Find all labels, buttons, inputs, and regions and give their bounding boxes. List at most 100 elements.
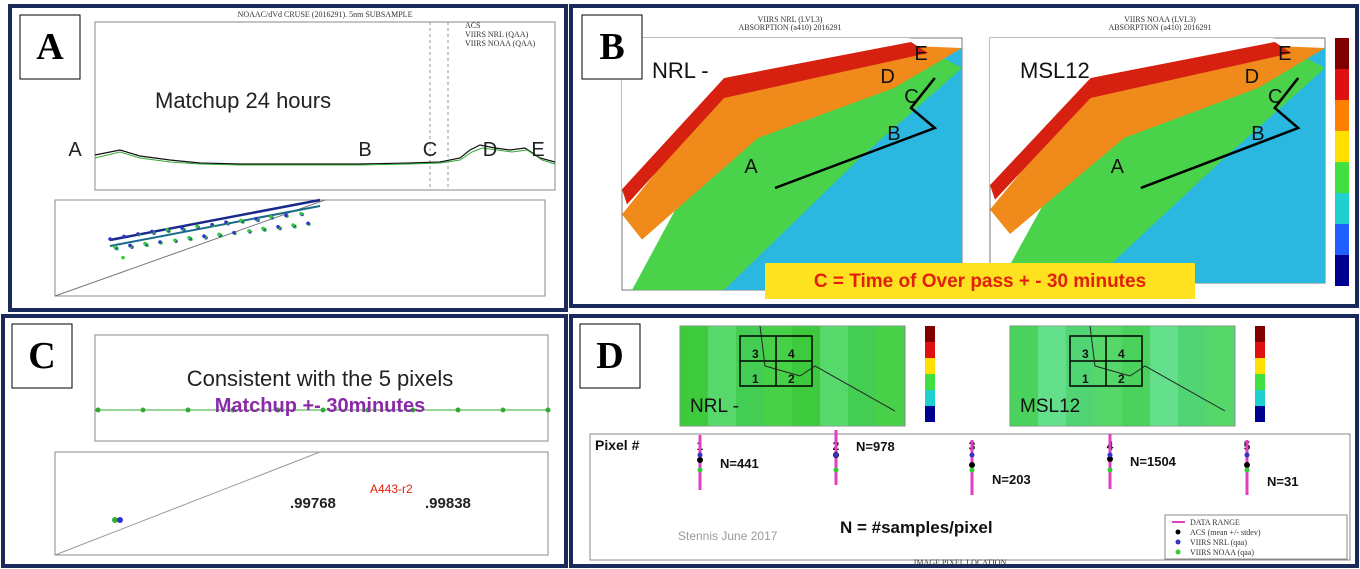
map-title: VIIRS NOAA (LVL3) xyxy=(1124,15,1196,24)
map-cell xyxy=(1122,366,1150,386)
colorbar-segment xyxy=(1255,406,1265,422)
point xyxy=(150,229,154,234)
map-cell xyxy=(680,326,708,346)
one-to-one xyxy=(54,451,321,556)
point xyxy=(254,216,258,221)
banner-text: C = Time of Over pass + - 30 minutes xyxy=(814,271,1146,292)
panel-b: VIIRS NRL (LVL3) ABSORPTION (a410) 20162… xyxy=(621,15,1349,291)
coast xyxy=(990,46,1325,234)
point xyxy=(365,407,371,413)
track-point: E xyxy=(914,43,927,65)
map-cell xyxy=(764,406,792,426)
plot-frame xyxy=(94,21,556,191)
map-cell xyxy=(820,326,848,346)
point xyxy=(143,241,147,246)
track-point: B xyxy=(1251,123,1264,145)
colorbar-segment xyxy=(1335,162,1349,193)
map-cell xyxy=(848,386,876,406)
map-cell xyxy=(708,326,736,346)
pixel-id: 1 xyxy=(1082,372,1089,386)
map-cell xyxy=(848,406,876,426)
map-cell xyxy=(1178,346,1206,366)
noaa xyxy=(1244,467,1250,473)
map-cell xyxy=(1122,346,1150,366)
colorbar-segment xyxy=(1255,390,1265,406)
map-cell xyxy=(680,386,708,406)
map-cell xyxy=(1094,406,1122,426)
map-cell xyxy=(680,366,708,386)
colorbar-segment xyxy=(1335,69,1349,100)
land xyxy=(990,38,1275,185)
map-cell xyxy=(1150,346,1178,366)
plot-frame xyxy=(589,433,1351,561)
legend-item: VIIRS NRL (QAA) xyxy=(465,30,529,39)
acs-mean xyxy=(1244,462,1250,468)
colorbar-segment xyxy=(1335,255,1349,286)
point xyxy=(95,407,101,413)
sample-count: N=31 xyxy=(1267,474,1298,489)
pixel-map: 3 1 4 2 MSL12 xyxy=(1009,325,1265,427)
track-point: A xyxy=(68,139,82,161)
map-cell xyxy=(876,346,904,366)
legend-swatch xyxy=(1175,539,1181,545)
map-cell xyxy=(1038,366,1066,386)
point xyxy=(140,407,146,413)
point xyxy=(261,226,265,231)
point xyxy=(187,235,191,240)
point xyxy=(136,232,140,236)
map-cell xyxy=(736,406,764,426)
track xyxy=(774,77,938,190)
map-cell xyxy=(1206,406,1234,426)
point xyxy=(299,211,303,216)
map-cell xyxy=(1206,346,1234,366)
map-cell xyxy=(1038,386,1066,406)
map-cell xyxy=(708,346,736,366)
point xyxy=(195,224,199,229)
map-cell xyxy=(1094,386,1122,406)
label-box xyxy=(19,14,81,80)
coast-edge xyxy=(622,42,928,205)
colorbar-segment xyxy=(1335,224,1349,255)
map-cell xyxy=(820,386,848,406)
map-cell xyxy=(1122,406,1150,426)
point xyxy=(276,224,280,229)
plot-title: NOAAC/dVd CRUSE (2016291). 5nm SUBSAMPLE xyxy=(238,10,413,19)
map-cell xyxy=(1178,366,1206,386)
colorbar-segment xyxy=(925,342,935,358)
map-cell xyxy=(876,366,904,386)
pixel-map: 3 1 4 2 NRL - xyxy=(679,325,935,427)
legend-item: ACS xyxy=(465,21,481,30)
shelf xyxy=(1000,50,1325,283)
map-name: MSL12 xyxy=(1020,396,1080,417)
map-name: MSL12 xyxy=(1020,58,1090,83)
map-cell xyxy=(1150,386,1178,406)
nrl xyxy=(697,452,703,458)
annotation: Matchup 24 hours xyxy=(155,88,331,113)
map-cell xyxy=(764,366,792,386)
land xyxy=(622,38,911,190)
coast xyxy=(622,46,962,240)
map-cell xyxy=(736,386,764,406)
shelf xyxy=(632,50,962,290)
map-cell xyxy=(1178,386,1206,406)
noaa xyxy=(697,467,703,473)
colorbar-segment xyxy=(1335,131,1349,162)
map-cell xyxy=(708,386,736,406)
legend-item: VIIRS NOAA (QAA) xyxy=(465,39,536,48)
annotation: Consistent with the 5 pixels xyxy=(187,366,454,391)
point xyxy=(232,230,236,235)
sample-count: N=203 xyxy=(992,472,1031,487)
coast-edge xyxy=(990,42,1292,200)
map-cell xyxy=(1150,326,1178,346)
colorbar-segment xyxy=(1255,374,1265,390)
colorbar-segment xyxy=(1335,100,1349,131)
map-subtitle: ABSORPTION (a410) 2016291 xyxy=(1108,23,1211,32)
banner xyxy=(765,263,1195,299)
nrl xyxy=(1107,452,1113,458)
pixel-id: 3 xyxy=(752,347,759,361)
legend-item: ACS (mean +/- stdev) xyxy=(1190,528,1261,537)
map-cell xyxy=(1206,326,1234,346)
map-cell xyxy=(708,366,736,386)
